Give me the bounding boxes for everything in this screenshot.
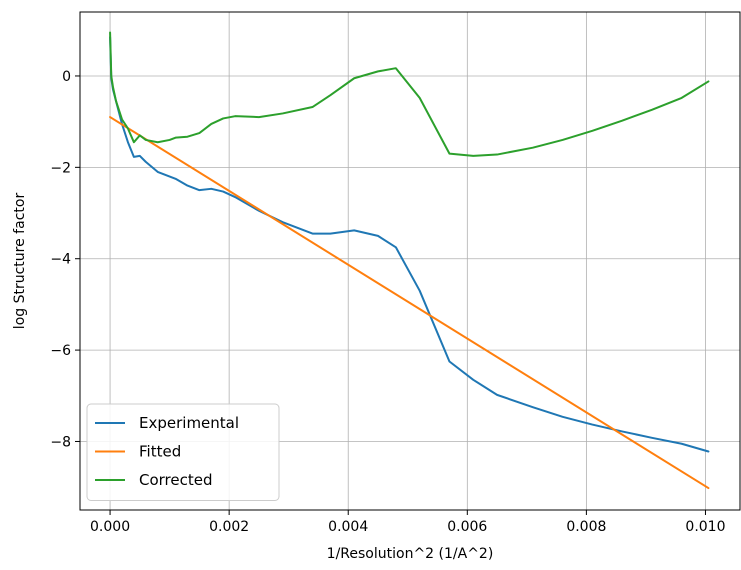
y-tick-label: −6 [50,343,71,359]
x-tick-label: 0.000 [90,519,130,535]
y-tick-label: −4 [50,252,71,268]
y-tick-label: 0 [62,69,71,85]
x-tick-label: 0.002 [209,519,249,535]
legend-label: Experimental [139,414,239,432]
y-axis-label: log Structure factor [12,193,28,330]
axes-frame [79,11,741,511]
y-tick-label: −8 [50,434,71,450]
series-line-experimental [109,36,710,453]
legend-label: Corrected [139,471,213,489]
legend: Experimental Fitted Corrected [86,403,280,501]
x-axis-label: 1/Resolution^2 (1/A^2) [327,546,494,562]
legend-box [86,403,280,501]
series-line-corrected [109,31,710,157]
legend-label: Fitted [139,443,181,461]
x-tick-label: 0.008 [566,519,606,535]
y-tick-label: −2 [50,160,71,176]
x-tick-label: 0.010 [685,519,725,535]
series-line-fitted [109,116,710,490]
x-tick-label: 0.004 [328,519,368,535]
plot-series [109,31,710,490]
axis-ticks: 0.000 0.002 0.004 0.006 0.008 0.010 0 −2 −4 −6 −8 [50,69,725,535]
x-tick-label: 0.006 [447,519,487,535]
